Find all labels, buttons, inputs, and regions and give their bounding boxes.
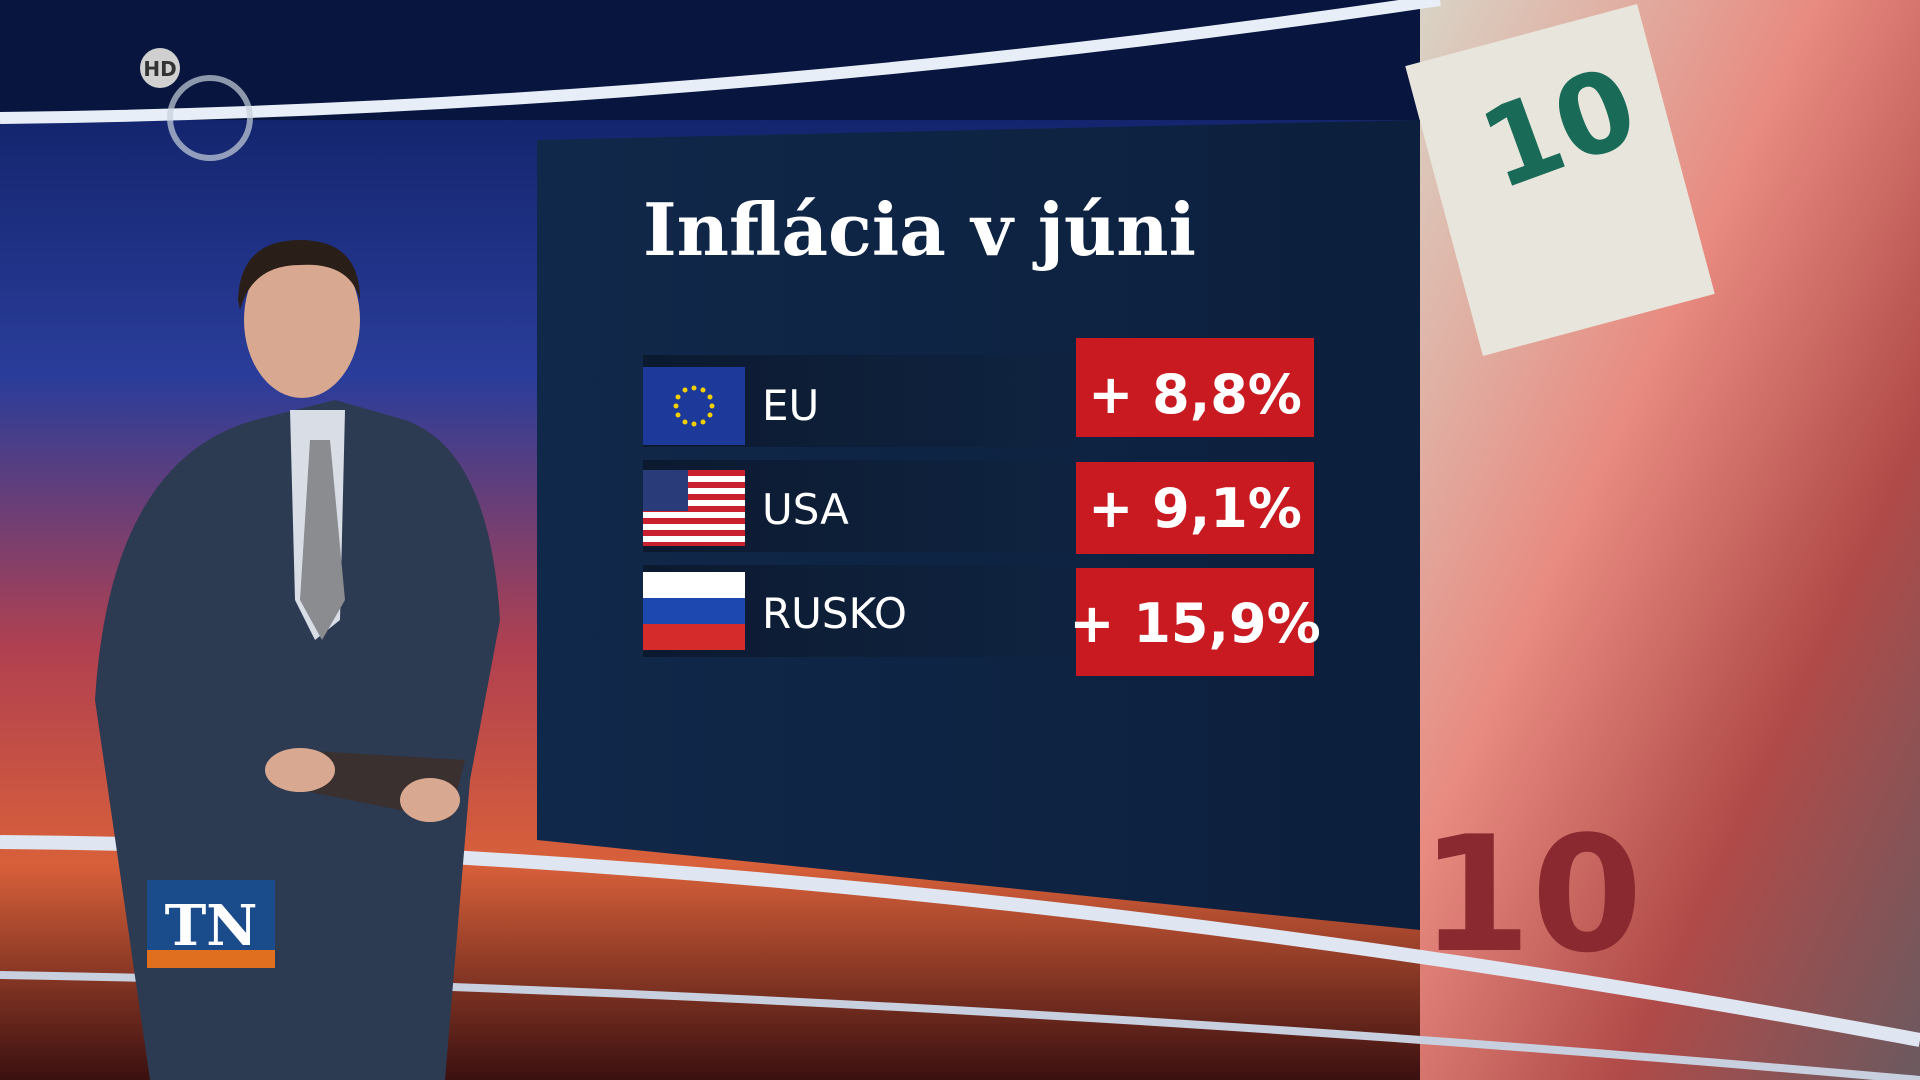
eu-flag xyxy=(643,367,745,445)
country-label: USA xyxy=(762,485,849,534)
light-strip xyxy=(0,0,1441,124)
hd-badge: HD xyxy=(140,48,253,161)
graphic-title: Inflácia v júni xyxy=(643,187,1196,272)
inflation-value: + 9,1% xyxy=(1088,477,1302,540)
channel-label: TN xyxy=(165,893,258,959)
country-label: EU xyxy=(762,381,819,430)
inflation-value: + 15,9% xyxy=(1069,592,1320,655)
value-box xyxy=(1076,568,1314,676)
value-box xyxy=(1076,338,1314,437)
inflation-value: + 8,8% xyxy=(1088,363,1302,426)
country-label: RUSKO xyxy=(762,589,907,638)
usa-flag xyxy=(643,470,745,546)
russia-flag xyxy=(643,572,745,650)
value-box xyxy=(1076,462,1314,554)
tn-logo: TN xyxy=(147,880,275,968)
banknote xyxy=(1405,4,1715,356)
hd-label: HD xyxy=(143,57,176,81)
